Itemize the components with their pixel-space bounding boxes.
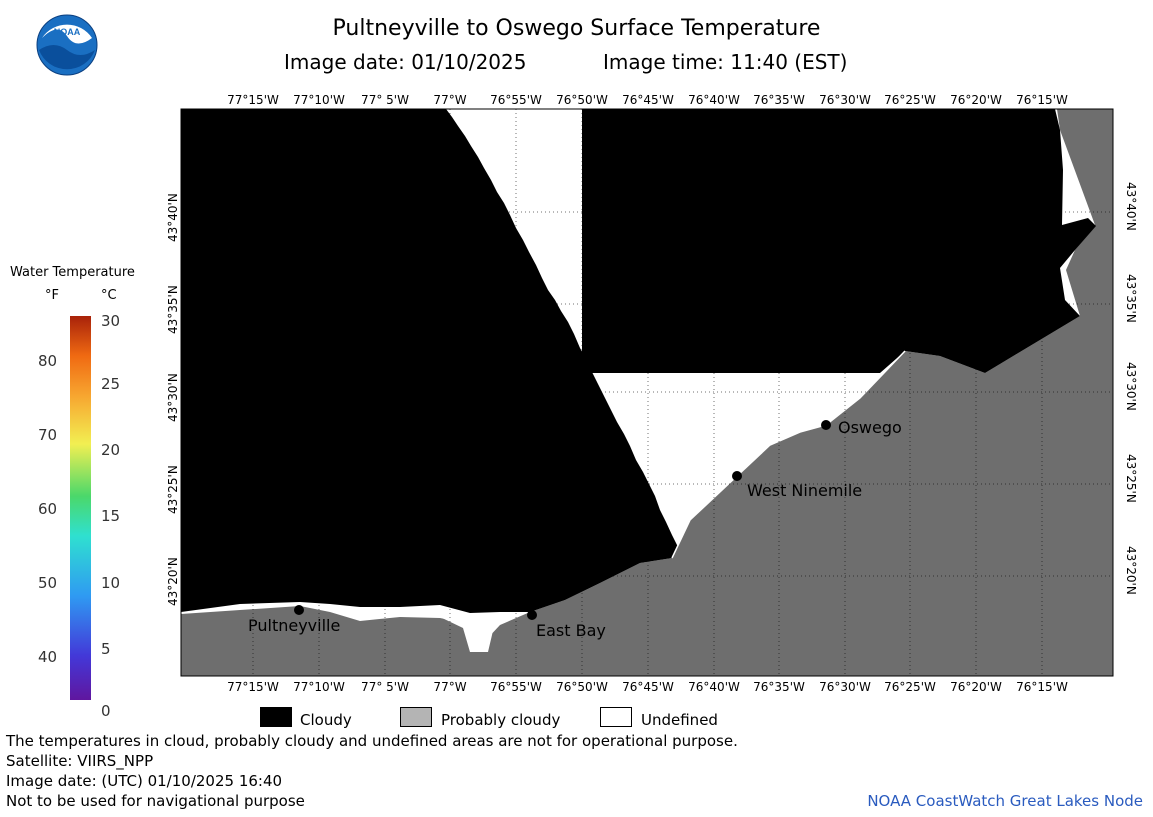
noaa-logo: NOAA <box>36 14 98 76</box>
lon-tick-top: 76°25'W <box>884 93 936 107</box>
lat-tick-right: 43°20'N <box>1124 546 1138 595</box>
place-label-pultneyville: Pultneyville <box>248 616 341 635</box>
footer-utc-date: Image date: (UTC) 01/10/2025 16:40 <box>6 772 283 790</box>
lat-tick-right: 43°30'N <box>1124 362 1138 411</box>
image-date: Image date: 01/10/2025 <box>284 50 527 74</box>
lon-tick-top: 76°20'W <box>950 93 1002 107</box>
temperature-scale-bar <box>70 316 91 700</box>
lon-tick-top: 77°15'W <box>227 93 279 107</box>
scale-label-c: 30 <box>101 312 121 330</box>
cloudy-key-label: Cloudy <box>300 711 352 729</box>
place-label-west-ninemile: West Ninemile <box>747 481 863 500</box>
scale-label-f: 60 <box>38 500 58 518</box>
lon-tick-bottom: 77°15'W <box>227 680 279 694</box>
lat-tick-left: 43°25'N <box>166 465 180 514</box>
lat-tick-right: 43°40'N <box>1124 182 1138 231</box>
page-title: Pultneyville to Oswego Surface Temperatu… <box>332 16 821 41</box>
map <box>70 108 1114 700</box>
lon-tick-bottom: 76°40'W <box>688 680 740 694</box>
map-frame <box>180 108 1114 677</box>
cloudy-swatch <box>260 707 292 727</box>
lon-tick-bottom: 76°35'W <box>753 680 805 694</box>
lon-tick-top: 76°40'W <box>688 93 740 107</box>
pultneyville-marker <box>294 605 304 615</box>
undefined-swatch <box>600 707 632 727</box>
scale-label-f: 70 <box>38 426 58 444</box>
south-shore-inlet <box>406 616 496 652</box>
probably-cloudy-key-label: Probably cloudy <box>441 711 561 729</box>
lon-tick-top: 76°55'W <box>490 93 542 107</box>
lat-tick-left: 43°30'N <box>166 373 180 422</box>
legend-title: Water Temperature <box>10 265 135 280</box>
lon-tick-top: 76°35'W <box>753 93 805 107</box>
lon-tick-top: 77°W <box>433 93 467 107</box>
probably-cloudy-area <box>181 109 1113 676</box>
lon-tick-bottom: 77°W <box>433 680 467 694</box>
footer-nav-warning: Not to be used for navigational purpose <box>6 792 305 810</box>
lat-tick-right: 43°35'N <box>1124 274 1138 323</box>
scale-label-c: 5 <box>101 640 111 658</box>
scale-label-c: 25 <box>101 375 121 393</box>
graticule <box>181 109 1113 676</box>
legend-unit-f: °F <box>45 288 59 303</box>
lat-tick-left: 43°20'N <box>166 557 180 606</box>
scale-label-c: 20 <box>101 441 121 459</box>
scale-label-f: 80 <box>38 352 58 370</box>
probably-cloudy-swatch <box>400 707 432 727</box>
footer-satellite: Satellite: VIIRS_NPP <box>6 752 154 770</box>
footer-credit: NOAA CoastWatch Great Lakes Node <box>867 792 1143 810</box>
footer-note: The temperatures in cloud, probably clou… <box>6 732 738 750</box>
lon-tick-top: 76°50'W <box>556 93 608 107</box>
place-label-east-bay: East Bay <box>536 621 606 640</box>
lon-tick-bottom: 76°20'W <box>950 680 1002 694</box>
scale-label-f: 50 <box>38 574 58 592</box>
scale-label-c: 0 <box>101 702 111 720</box>
lon-tick-top: 77°10'W <box>293 93 345 107</box>
lon-tick-bottom: 76°25'W <box>884 680 936 694</box>
west-ninemile-marker <box>732 471 742 481</box>
lat-tick-left: 43°40'N <box>166 193 180 242</box>
scale-label-f: 40 <box>38 648 58 666</box>
west-cloud-area <box>181 109 678 613</box>
lon-tick-bottom: 77° 5'W <box>361 680 409 694</box>
oswego-marker <box>821 420 831 430</box>
scale-label-c: 10 <box>101 574 121 592</box>
logo-text: NOAA <box>54 27 81 37</box>
lon-tick-bottom: 76°15'W <box>1016 680 1068 694</box>
coastline <box>671 350 906 559</box>
lon-tick-bottom: 76°55'W <box>490 680 542 694</box>
lon-tick-bottom: 77°10'W <box>293 680 345 694</box>
lon-tick-bottom: 76°45'W <box>622 680 674 694</box>
lon-tick-bottom: 76°30'W <box>819 680 871 694</box>
east-bay-marker <box>527 610 537 620</box>
undefined-key-label: Undefined <box>641 711 718 729</box>
place-label-oswego: Oswego <box>838 418 902 437</box>
lon-tick-bottom: 76°50'W <box>556 680 608 694</box>
image-time: Image time: 11:40 (EST) <box>603 50 848 74</box>
scale-label-c: 15 <box>101 507 121 525</box>
lon-tick-top: 76°45'W <box>622 93 674 107</box>
lon-tick-top: 76°15'W <box>1016 93 1068 107</box>
lat-tick-right: 43°25'N <box>1124 454 1138 503</box>
lon-tick-top: 76°30'W <box>819 93 871 107</box>
lat-tick-left: 43°35'N <box>166 285 180 334</box>
east-cloud-area <box>582 109 1096 373</box>
legend-unit-c: °C <box>101 288 117 303</box>
lon-tick-top: 77° 5'W <box>361 93 409 107</box>
